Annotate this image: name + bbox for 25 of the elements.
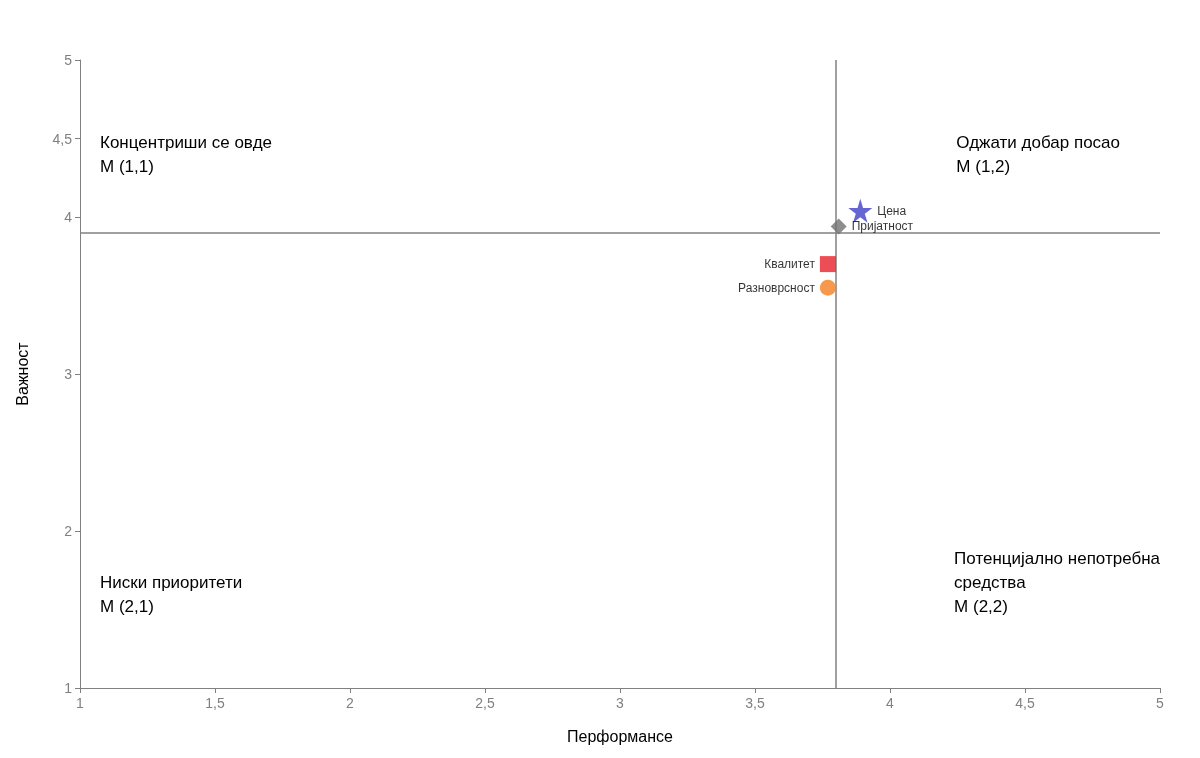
y-tick-label: 4 [64,209,73,225]
x-tick-label: 4,5 [1015,695,1035,711]
y-tick-label: 5 [64,52,73,68]
x-tick-label: 1 [76,695,85,711]
x-tick-label: 2 [346,695,355,711]
y-axis-title: Важност [13,341,31,406]
y-tick-label: 1 [64,680,73,696]
x-tick-label: 3,5 [745,695,765,711]
annotation: Ниски приоритети M (2,1) [100,572,243,616]
x-tick-label: 4 [886,695,895,711]
annotation: Оджати добар посао M (1,2) [956,132,1121,176]
series-label: Цена [877,203,907,218]
y-tick-label: 4,5 [52,130,73,147]
x-tick-label: 3 [616,695,625,711]
y-tick-label: 2 [64,523,73,539]
y-tick-label: 3 [64,366,73,382]
x-tick-label: 1,5 [205,695,225,711]
x-tick-label: 5 [1156,695,1165,711]
series-label: Квалитет [764,257,816,272]
annotation: Концентриши се овде M (1,1) [100,132,273,176]
x-tick-label: 2,5 [475,695,495,711]
x-axis-title: Перформансе [567,727,674,745]
series-label: Разноврсност [738,280,816,295]
series-label: Пријатност [851,219,914,234]
annotation: Потенцијално непотребна средства M (2,2) [954,548,1161,616]
